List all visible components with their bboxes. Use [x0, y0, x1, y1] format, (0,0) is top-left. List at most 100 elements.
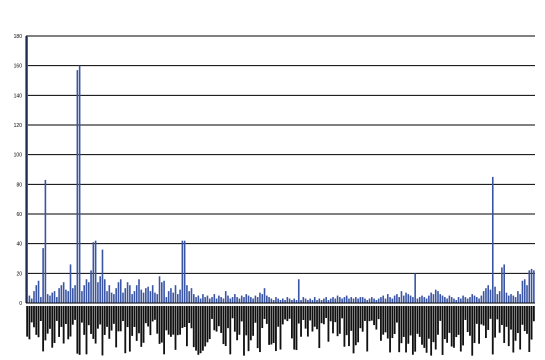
bar — [485, 288, 487, 303]
bar — [489, 289, 492, 303]
x-axis-category-labels — [26, 306, 535, 356]
bar — [142, 292, 145, 303]
bar — [179, 289, 181, 303]
bar — [181, 240, 184, 303]
bar — [71, 288, 74, 303]
bar — [243, 297, 245, 303]
bar — [250, 297, 252, 303]
bar — [133, 291, 136, 303]
bar — [409, 295, 412, 303]
bar — [288, 298, 291, 303]
bar — [281, 298, 284, 303]
bar — [167, 291, 170, 303]
bar — [325, 297, 327, 303]
bar — [341, 298, 343, 303]
bar — [300, 300, 302, 303]
bar — [126, 282, 129, 303]
bar — [316, 300, 318, 303]
bar — [202, 294, 204, 303]
bar — [113, 294, 115, 303]
bar — [432, 294, 435, 303]
bar — [293, 298, 295, 303]
bar — [478, 298, 480, 303]
bar — [366, 300, 369, 303]
bar — [291, 300, 293, 303]
bar — [512, 295, 515, 303]
bar — [92, 242, 95, 303]
bar — [122, 292, 124, 303]
bar — [259, 292, 261, 303]
bar — [359, 297, 362, 303]
bar — [446, 298, 448, 303]
bar — [476, 297, 478, 303]
bar — [430, 292, 432, 303]
bar — [51, 292, 54, 303]
bar — [480, 295, 483, 303]
bar — [471, 294, 474, 303]
bar — [158, 276, 161, 303]
bar — [186, 285, 188, 303]
bar — [453, 298, 455, 303]
bar — [428, 295, 430, 303]
bar — [323, 298, 325, 303]
bar — [238, 298, 241, 303]
bar — [163, 280, 165, 303]
bar — [99, 276, 101, 303]
y-tick-label: 140 — [14, 93, 23, 99]
bar — [261, 294, 264, 303]
bar — [368, 298, 371, 303]
bar — [138, 279, 140, 303]
bar — [188, 291, 190, 303]
bar — [254, 295, 257, 303]
bar — [386, 294, 389, 303]
bar — [151, 285, 154, 303]
bar — [400, 291, 403, 303]
bar — [172, 292, 175, 303]
bar — [183, 240, 186, 303]
bar — [106, 291, 108, 303]
bar — [482, 291, 485, 303]
y-tick-label: 180 — [14, 34, 23, 40]
bar — [416, 298, 419, 303]
bar — [521, 280, 524, 303]
bar — [44, 179, 47, 303]
bar — [313, 297, 316, 303]
bar — [90, 270, 92, 303]
bar — [380, 297, 382, 303]
bar — [266, 295, 268, 303]
bar — [275, 297, 277, 303]
bar — [528, 270, 531, 303]
bar — [147, 286, 149, 303]
bar — [457, 297, 460, 303]
bar — [272, 300, 275, 303]
bar — [108, 285, 111, 303]
bar — [115, 288, 117, 303]
bar — [469, 297, 471, 303]
bar — [76, 70, 79, 304]
bar — [231, 297, 234, 303]
bar — [414, 273, 416, 303]
bar — [227, 295, 229, 303]
bar — [211, 297, 213, 303]
bar — [279, 300, 282, 303]
bar — [174, 285, 177, 303]
bar — [501, 267, 503, 303]
y-tick-label: 160 — [14, 64, 23, 70]
bar — [270, 298, 273, 303]
bar — [218, 295, 220, 303]
bar — [396, 294, 398, 303]
bar — [224, 291, 227, 303]
bar — [393, 295, 396, 303]
bar — [295, 300, 298, 303]
bar — [256, 297, 259, 303]
bar — [46, 294, 49, 303]
bar — [81, 291, 83, 303]
bar — [423, 297, 426, 303]
bar — [215, 298, 218, 303]
bar — [382, 295, 385, 303]
bar — [523, 279, 526, 303]
bar — [176, 294, 179, 303]
bar — [101, 249, 104, 303]
bar — [58, 288, 60, 303]
